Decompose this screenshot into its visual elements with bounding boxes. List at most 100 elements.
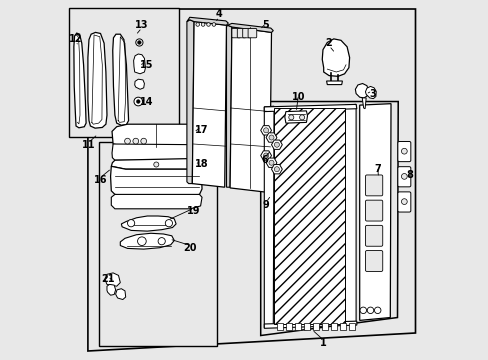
Circle shape — [153, 162, 159, 167]
Polygon shape — [133, 54, 145, 74]
FancyBboxPatch shape — [365, 225, 382, 246]
Circle shape — [158, 238, 165, 245]
Text: 2: 2 — [325, 38, 332, 48]
Circle shape — [136, 100, 140, 103]
FancyBboxPatch shape — [247, 28, 256, 38]
Polygon shape — [110, 166, 202, 196]
Bar — [294, 323, 301, 330]
Polygon shape — [88, 9, 415, 351]
Circle shape — [196, 23, 199, 26]
Circle shape — [137, 237, 146, 246]
Polygon shape — [104, 273, 120, 286]
FancyBboxPatch shape — [397, 141, 410, 162]
Text: 3: 3 — [368, 89, 375, 99]
Polygon shape — [226, 25, 231, 187]
Polygon shape — [260, 102, 397, 336]
Bar — [276, 323, 283, 330]
Bar — [321, 323, 328, 330]
Circle shape — [136, 39, 142, 46]
FancyBboxPatch shape — [237, 28, 245, 38]
FancyBboxPatch shape — [365, 200, 382, 221]
Bar — [312, 323, 319, 330]
Text: 1: 1 — [320, 338, 326, 348]
Text: 16: 16 — [94, 175, 107, 185]
Polygon shape — [260, 126, 271, 135]
Text: 13: 13 — [135, 20, 148, 30]
Text: 20: 20 — [183, 243, 197, 253]
Polygon shape — [111, 194, 202, 209]
Polygon shape — [260, 151, 271, 160]
FancyBboxPatch shape — [365, 175, 382, 196]
Bar — [330, 323, 337, 330]
Text: 4: 4 — [216, 9, 222, 19]
Polygon shape — [362, 98, 366, 109]
Polygon shape — [107, 284, 115, 295]
Polygon shape — [113, 34, 128, 125]
Polygon shape — [265, 158, 276, 167]
Polygon shape — [186, 17, 228, 25]
Circle shape — [137, 41, 141, 44]
Polygon shape — [112, 124, 199, 147]
Bar — [348, 323, 355, 330]
Polygon shape — [111, 158, 201, 169]
FancyBboxPatch shape — [365, 251, 382, 271]
Circle shape — [212, 23, 215, 26]
Polygon shape — [192, 22, 226, 187]
Bar — [69, 8, 178, 137]
Polygon shape — [271, 140, 282, 149]
Text: 5: 5 — [262, 20, 269, 30]
Circle shape — [401, 148, 407, 154]
Polygon shape — [88, 32, 107, 128]
Circle shape — [134, 97, 142, 106]
Text: 18: 18 — [194, 159, 208, 169]
Circle shape — [268, 135, 273, 140]
Circle shape — [274, 142, 279, 147]
Circle shape — [268, 160, 273, 165]
Polygon shape — [326, 81, 342, 85]
Polygon shape — [227, 23, 273, 32]
Polygon shape — [365, 86, 375, 99]
Text: 11: 11 — [82, 140, 96, 150]
Text: 19: 19 — [187, 206, 201, 216]
Polygon shape — [112, 144, 200, 160]
Polygon shape — [115, 289, 125, 300]
Polygon shape — [88, 9, 415, 351]
Circle shape — [374, 307, 380, 314]
Circle shape — [299, 115, 304, 120]
Text: 17: 17 — [194, 125, 207, 135]
Circle shape — [206, 23, 210, 26]
Circle shape — [359, 307, 366, 314]
Polygon shape — [134, 79, 144, 89]
Polygon shape — [284, 111, 307, 123]
Bar — [99, 142, 216, 346]
Circle shape — [263, 128, 268, 133]
Text: 9: 9 — [262, 200, 269, 210]
FancyBboxPatch shape — [397, 167, 410, 187]
Circle shape — [124, 138, 130, 144]
Polygon shape — [264, 106, 273, 328]
Text: 12: 12 — [68, 34, 82, 44]
Circle shape — [263, 153, 268, 158]
Polygon shape — [264, 321, 356, 328]
Polygon shape — [271, 165, 282, 174]
Bar — [285, 323, 292, 330]
Polygon shape — [355, 84, 368, 98]
Circle shape — [201, 23, 204, 26]
Polygon shape — [264, 104, 356, 112]
Text: 6: 6 — [261, 155, 267, 165]
FancyBboxPatch shape — [397, 192, 410, 212]
Circle shape — [288, 115, 293, 120]
Text: 7: 7 — [373, 164, 380, 174]
Circle shape — [141, 138, 146, 144]
Text: 10: 10 — [291, 92, 305, 102]
Bar — [273, 108, 344, 324]
Circle shape — [366, 307, 373, 314]
Circle shape — [401, 199, 407, 204]
Polygon shape — [265, 133, 276, 142]
Polygon shape — [322, 39, 349, 76]
Circle shape — [127, 220, 134, 227]
Polygon shape — [121, 216, 176, 231]
Polygon shape — [74, 33, 86, 128]
Text: 8: 8 — [406, 170, 413, 180]
Circle shape — [133, 138, 139, 144]
